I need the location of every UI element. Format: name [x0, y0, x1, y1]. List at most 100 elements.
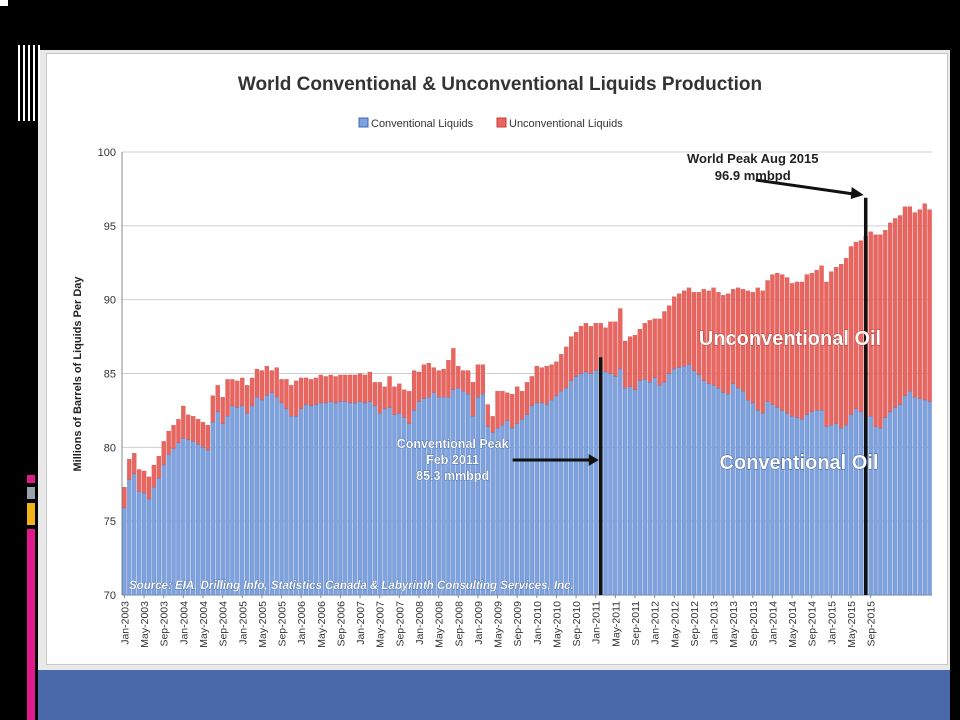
bar-conventional: [431, 392, 436, 596]
bar-unconventional: [853, 241, 859, 410]
bar-conventional: [480, 394, 485, 596]
x-tick-label: Sep-2014: [807, 601, 819, 647]
x-tick-label: Sep-2010: [571, 601, 583, 647]
bar-conventional: [912, 397, 917, 596]
bar-conventional: [623, 388, 628, 596]
bar-unconventional: [824, 281, 829, 427]
bars: [122, 203, 932, 596]
bar-conventional: [814, 410, 819, 596]
bar-conventional: [843, 425, 849, 596]
bar-conventional: [191, 441, 196, 596]
bar-unconventional: [500, 391, 505, 426]
bar-conventional: [264, 395, 269, 596]
bar-conventional: [186, 439, 191, 596]
bar-conventional: [839, 428, 844, 596]
bar-conventional: [456, 388, 461, 596]
x-tick-label: Sep-2007: [394, 601, 406, 647]
x-tick-label: May-2014: [787, 601, 799, 648]
bar-conventional: [544, 404, 549, 596]
bar-conventional: [809, 411, 814, 596]
bar-conventional: [348, 402, 353, 596]
bar-unconventional: [294, 380, 299, 417]
bar-conventional: [461, 391, 466, 596]
bar-conventional: [583, 371, 589, 596]
bar-unconventional: [161, 441, 166, 466]
bar-conventional: [220, 423, 225, 596]
bar-conventional: [505, 420, 510, 596]
bar-conventional: [927, 401, 932, 596]
x-tick-label: May-2009: [493, 601, 505, 648]
bar-conventional: [735, 388, 741, 596]
bar-unconventional: [515, 386, 520, 424]
bar-unconventional: [156, 456, 161, 479]
x-tick-label: Jan-2006: [296, 601, 308, 645]
x-tick-label: May-2008: [434, 601, 446, 648]
bar-conventional: [524, 414, 530, 596]
bar-conventional: [235, 407, 240, 596]
bar-conventional: [470, 416, 476, 596]
bar-unconventional: [662, 311, 667, 383]
bar-unconventional: [465, 370, 471, 395]
bar-conventional: [878, 428, 883, 596]
x-tick-label: May-2006: [316, 601, 328, 648]
legend-label-unconventional: Unconventional Liquids: [509, 118, 623, 130]
bar-conventional: [642, 379, 647, 596]
bar-unconventional: [436, 370, 441, 398]
deco-accent-magenta-long: [27, 529, 35, 720]
y-tick-label: 70: [104, 590, 116, 602]
bar-unconventional: [279, 379, 284, 404]
x-tick-label: Jan-2014: [767, 601, 779, 645]
bar-unconventional: [632, 334, 638, 390]
bar-unconventional: [230, 379, 235, 407]
bar-conventional: [765, 401, 770, 596]
bar-unconventional: [348, 374, 353, 404]
bar-conventional: [794, 417, 800, 596]
bar-conventional: [691, 370, 697, 596]
bar-unconventional: [667, 305, 672, 374]
bar-unconventional: [681, 290, 687, 367]
bar-unconventional: [554, 361, 559, 396]
world-peak-arrow: [755, 178, 854, 196]
bar-unconventional: [353, 374, 358, 404]
bar-conventional: [205, 450, 211, 596]
bar-unconventional: [122, 487, 127, 509]
x-tick-label: Sep-2011: [630, 601, 642, 646]
chart: World Conventional & Unconventional Liqu…: [72, 74, 932, 648]
bar-conventional: [436, 397, 441, 596]
bar-conventional: [299, 408, 304, 596]
bar-conventional: [726, 394, 731, 596]
bar-conventional: [637, 380, 643, 596]
bar-conventional: [181, 438, 186, 596]
bar-conventional: [652, 377, 657, 596]
x-tick-label: May-2004: [198, 601, 210, 648]
bar-unconventional: [220, 397, 225, 424]
conventional-peak-label: 85.3 mmbpd: [416, 469, 489, 483]
x-tick-label: Sep-2008: [453, 601, 465, 647]
conventional-peak-label: Conventional Peak: [397, 437, 509, 451]
deco-accent-gold: [27, 503, 35, 525]
bar-unconventional: [264, 365, 269, 396]
bar-conventional: [308, 405, 314, 596]
x-tick-label: Sep-2013: [748, 601, 760, 647]
bar-unconventional: [490, 416, 495, 433]
bar-unconventional: [195, 419, 201, 445]
bar-unconventional: [799, 281, 805, 420]
x-tick-label: Jan-2010: [532, 601, 544, 645]
bar-unconventional: [451, 348, 456, 390]
bar-unconventional: [166, 430, 171, 455]
deco-lines-icon: [18, 45, 40, 121]
bar-unconventional: [578, 326, 584, 374]
bar-unconventional: [510, 394, 515, 429]
bar-conventional: [618, 368, 623, 596]
bar-conventional: [627, 386, 633, 596]
bar-conventional: [902, 395, 908, 596]
bar-conventional: [446, 397, 451, 596]
bar-unconventional: [613, 321, 618, 377]
bar-conventional: [284, 408, 289, 596]
x-tick-label: Sep-2006: [335, 601, 347, 647]
bar-conventional: [888, 411, 893, 596]
bar-unconventional: [323, 376, 328, 404]
bar-conventional: [426, 397, 431, 596]
bar-conventional: [804, 414, 809, 596]
bar-unconventional: [559, 354, 564, 392]
